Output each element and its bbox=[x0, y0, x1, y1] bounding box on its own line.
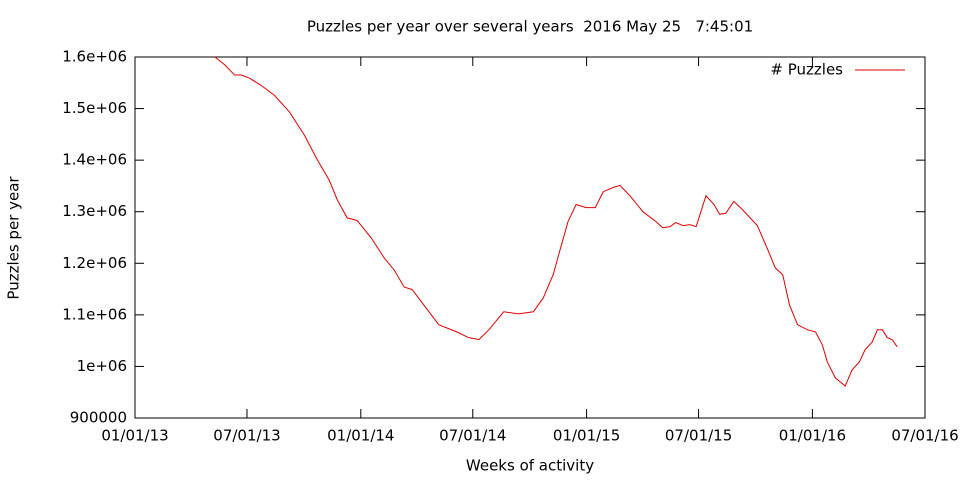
x-tick-label: 01/01/16 bbox=[779, 427, 846, 445]
x-axis-label: Weeks of activity bbox=[466, 457, 594, 475]
y-tick-label: 1.4e+06 bbox=[62, 151, 127, 169]
x-tick-label: 07/01/15 bbox=[665, 427, 732, 445]
chart-title: Puzzles per year over several years 2016… bbox=[307, 18, 753, 36]
y-tick-label: 1.1e+06 bbox=[62, 305, 127, 323]
y-axis-label: Puzzles per year bbox=[5, 176, 23, 300]
y-tick-label: 1.2e+06 bbox=[62, 254, 127, 272]
y-tick-label: 1.6e+06 bbox=[62, 48, 127, 66]
x-tick-label: 01/01/13 bbox=[101, 427, 168, 445]
legend-label: # Puzzles bbox=[770, 61, 843, 79]
y-tick-label: 1.5e+06 bbox=[62, 99, 127, 117]
y-tick-label: 1e+06 bbox=[77, 357, 127, 375]
x-tick-label: 01/01/14 bbox=[327, 427, 394, 445]
x-tick-label: 07/01/14 bbox=[439, 427, 506, 445]
y-tick-label: 1.3e+06 bbox=[62, 202, 127, 220]
plot-border bbox=[134, 56, 926, 419]
x-tick-label: 07/01/13 bbox=[213, 427, 280, 445]
data-line bbox=[214, 56, 898, 387]
x-tick-label: 07/01/16 bbox=[891, 427, 958, 445]
y-tick-label: 900000 bbox=[70, 409, 127, 427]
x-tick-label: 01/01/15 bbox=[553, 427, 620, 445]
